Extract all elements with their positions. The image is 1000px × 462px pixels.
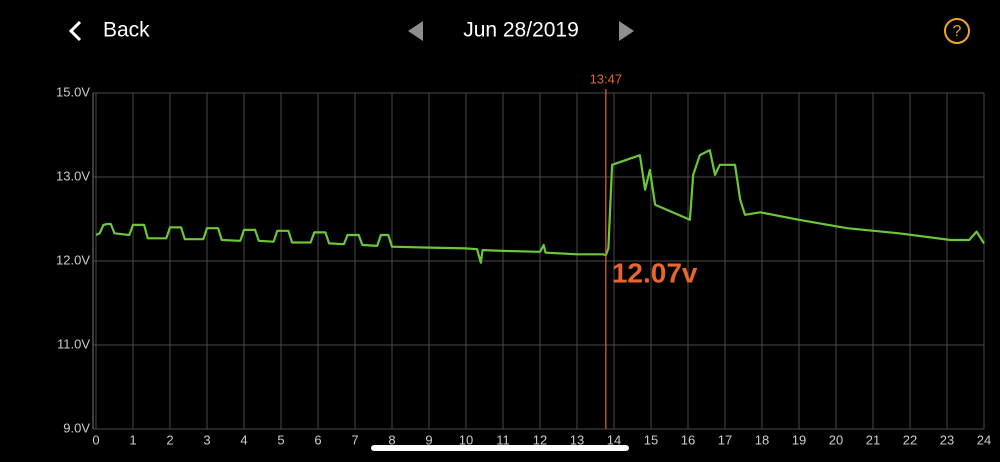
x-tick-label: 1 xyxy=(129,432,136,447)
x-tick-label: 10 xyxy=(459,432,473,447)
marker-time-label: 13:47 xyxy=(590,71,623,86)
y-tick-label: 13.0V xyxy=(56,168,90,183)
x-tick-label: 18 xyxy=(755,432,769,447)
x-tick-label: 9 xyxy=(425,432,432,447)
next-day[interactable] xyxy=(619,21,634,41)
date-label: Jun 28/2019 xyxy=(463,19,579,42)
voltage-line xyxy=(95,149,985,264)
x-tick-label: 0 xyxy=(92,432,99,447)
x-tick-label: 5 xyxy=(277,432,284,447)
home-indicator xyxy=(371,445,629,451)
x-tick-label: 21 xyxy=(866,432,880,447)
x-tick-label: 23 xyxy=(940,432,954,447)
prev-day[interactable] xyxy=(408,21,423,41)
x-tick-label: 24 xyxy=(977,432,991,447)
help-icon[interactable] xyxy=(944,18,970,44)
x-tick-label: 7 xyxy=(351,432,358,447)
x-tick-label: 2 xyxy=(166,432,173,447)
x-tick-label: 4 xyxy=(240,432,247,447)
x-tick-label: 12 xyxy=(533,432,547,447)
x-tick-label: 3 xyxy=(203,432,210,447)
x-tick-label: 17 xyxy=(718,432,732,447)
help-text[interactable]: ? xyxy=(953,23,962,40)
back-icon[interactable] xyxy=(68,20,82,42)
x-tick-label: 22 xyxy=(903,432,917,447)
y-tick-label: 12.0V xyxy=(56,252,90,267)
x-tick-label: 13 xyxy=(570,432,584,447)
y-tick-label: 15.0V xyxy=(56,84,90,99)
y-tick-label: 11.0V xyxy=(57,336,90,351)
x-tick-label: 19 xyxy=(792,432,806,447)
x-tick-label: 20 xyxy=(829,432,843,447)
x-tick-label: 11 xyxy=(496,432,510,447)
x-tick-label: 16 xyxy=(681,432,695,447)
marker-value-label: 12.07v xyxy=(612,257,698,288)
x-tick-label: 6 xyxy=(314,432,321,447)
back-button[interactable]: Back xyxy=(103,19,150,42)
x-tick-label: 8 xyxy=(388,432,395,447)
x-tick-label: 15 xyxy=(644,432,658,447)
y-tick-label: 9.0V xyxy=(63,420,90,435)
x-tick-label: 14 xyxy=(607,432,621,447)
